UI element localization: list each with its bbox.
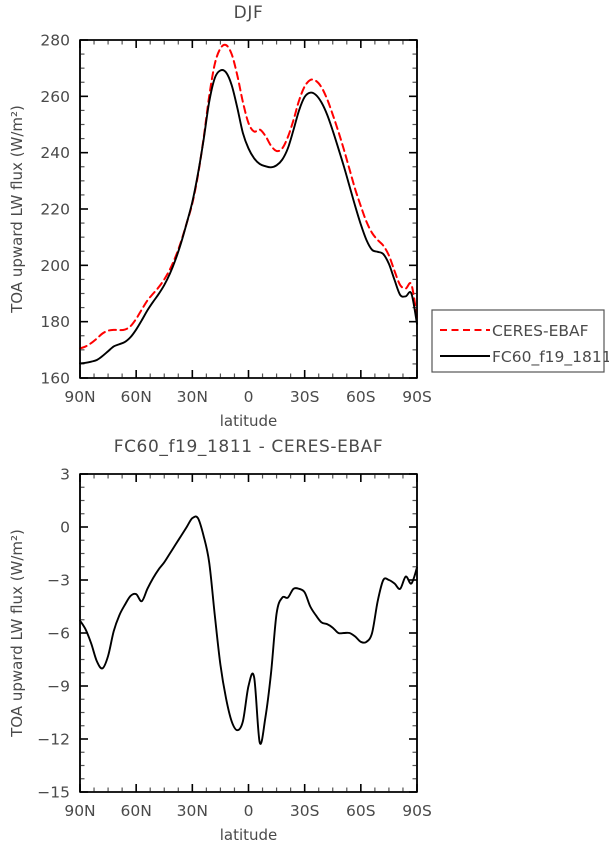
series-2-line [79, 69, 418, 365]
x-tick-label: 90S [402, 388, 432, 406]
y-axis-title: TOA upward LW flux (W/m²) [8, 105, 26, 314]
x-tick-label: 30N [177, 388, 208, 406]
chart-panel-bottom: FC60_f19_1811 - CERES-EBAF −15 −12 −9 −6 −3 0 3… [0, 428, 609, 862]
x-tick-label: 0 [244, 802, 254, 820]
bottom-chart-svg: FC60_f19_1811 - CERES-EBAF −15 −12 −9 −6 −3 0 3… [8, 437, 432, 844]
x-tick-label: 60N [121, 802, 152, 820]
y-tick-label: −6 [47, 625, 70, 643]
y-tick-label: 180 [40, 313, 70, 331]
y-tick-label: −3 [47, 572, 70, 590]
y-tick-label: 260 [40, 88, 70, 106]
plot-frame [79, 473, 418, 793]
y-tick-label: −15 [37, 784, 70, 802]
x-tick-label: 90N [64, 388, 95, 406]
y-tick-label: −9 [47, 678, 70, 696]
chart-panel-top: DJF 160 180 200 220 240 260 280 90N 60N 30N 0 30S 60S… [0, 0, 609, 430]
x-tick-label: 90S [402, 802, 432, 820]
x-axis-title: latitude [220, 412, 278, 430]
x-tick-label: 30S [290, 802, 320, 820]
y-axis-title: TOA upward LW flux (W/m²) [8, 529, 26, 738]
y-tick-label: −12 [37, 731, 70, 749]
series-1-line [79, 515, 418, 745]
legend-box [431, 309, 605, 373]
plot-title: FC60_f19_1811 - CERES-EBAF [114, 437, 384, 457]
x-tick-label: 90N [64, 802, 95, 820]
top-chart-svg: DJF 160 180 200 220 240 260 280 90N 60N 30N 0 30S 60S… [8, 3, 609, 430]
x-tick-label: 30S [290, 388, 320, 406]
x-tick-label: 60S [346, 388, 376, 406]
x-tick-label: 0 [244, 388, 254, 406]
legend-label-2: FC60_f19_1811 [492, 348, 609, 367]
y-tick-label: 240 [40, 144, 70, 162]
y-tick-label: 0 [60, 519, 70, 537]
y-tick-label: 160 [40, 370, 70, 388]
x-tick-label: 60N [121, 388, 152, 406]
y-tick-label: 220 [40, 201, 70, 219]
plot-title: DJF [234, 3, 264, 23]
y-tick-label: 280 [40, 32, 70, 50]
series-1-line [79, 43, 418, 350]
legend: CERES-EBAF FC60_f19_1811 [431, 309, 609, 373]
x-axis-title: latitude [220, 826, 278, 844]
x-tick-label: 60S [346, 802, 376, 820]
x-tick-label: 30N [177, 802, 208, 820]
y-tick-label: 3 [60, 466, 70, 484]
y-tick-label: 200 [40, 257, 70, 275]
plot-frame [79, 39, 418, 379]
legend-label-1: CERES-EBAF [492, 322, 589, 340]
